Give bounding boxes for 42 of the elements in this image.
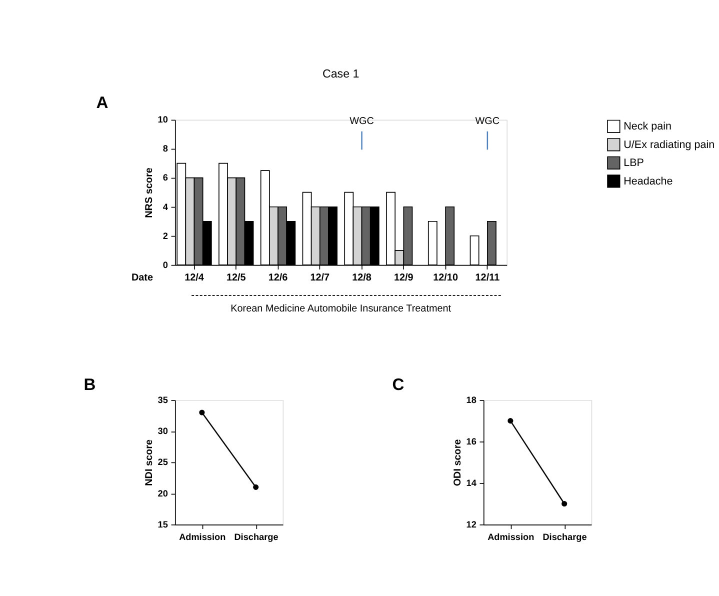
x-tick-label: 12/7 bbox=[310, 272, 330, 284]
x-tick-label: Discharge bbox=[234, 532, 278, 542]
x-axis-title: Date bbox=[131, 272, 154, 284]
text: Korean Medicine Automobile Insurance Treatment bbox=[230, 303, 452, 314]
text: C bbox=[392, 375, 404, 394]
text: A bbox=[96, 93, 108, 112]
y-tick-label: 14 bbox=[466, 478, 478, 488]
x-tick-label: 12/4 bbox=[184, 272, 204, 284]
x-tick-label: 12/6 bbox=[268, 272, 288, 284]
x-tick-label: 12/9 bbox=[394, 272, 414, 284]
y-tick-label: 20 bbox=[158, 488, 168, 498]
y-tick-label: 0 bbox=[162, 260, 168, 270]
ref-line-label: WGC bbox=[350, 116, 374, 127]
y-tick-label: 4 bbox=[162, 202, 169, 212]
y-tick-label: 8 bbox=[162, 144, 168, 154]
x-tick-label: 12/8 bbox=[352, 272, 372, 284]
x-tick-label: Admission bbox=[488, 532, 534, 542]
y-axis-title: NDI score bbox=[144, 439, 155, 486]
legend-label: Headache bbox=[624, 175, 673, 188]
legend-label: U/Ex radiating pain bbox=[624, 138, 715, 151]
x-tick-label: 12/5 bbox=[226, 272, 246, 284]
y-tick-label: 35 bbox=[158, 394, 168, 405]
y-tick-label: 16 bbox=[466, 436, 476, 446]
ref-line-label: WGC bbox=[475, 116, 500, 127]
y-tick-label: 30 bbox=[158, 426, 168, 436]
y-tick-label: 2 bbox=[162, 230, 168, 241]
y-tick-label: 12 bbox=[466, 519, 476, 530]
y-tick-label: 6 bbox=[162, 172, 168, 183]
y-tick-label: 15 bbox=[158, 519, 168, 530]
x-tick-label: Admission bbox=[179, 532, 226, 542]
y-tick-label: 25 bbox=[158, 457, 168, 468]
y-axis-title: ODI score bbox=[452, 438, 464, 486]
x-tick-label: 12/10 bbox=[433, 272, 458, 284]
x-tick-label: Discharge bbox=[542, 532, 587, 542]
legend-label: LBP bbox=[624, 157, 644, 170]
legend-label: Neck pain bbox=[624, 120, 672, 133]
y-tick-label: 10 bbox=[158, 114, 168, 125]
y-tick-label: 18 bbox=[466, 394, 476, 405]
text: B bbox=[84, 375, 96, 394]
chart-title: Case 1 bbox=[322, 67, 360, 80]
y-axis-title: NRS score bbox=[144, 167, 155, 218]
x-tick-label: 12/11 bbox=[475, 272, 500, 284]
